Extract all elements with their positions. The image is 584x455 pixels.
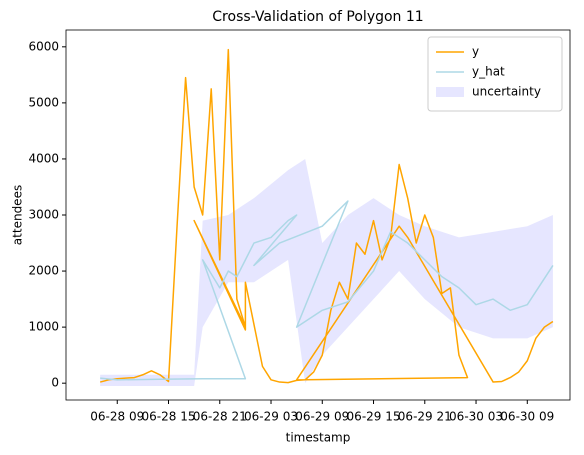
legend-label: y <box>472 45 479 59</box>
x-tick-label: 06-30 09 <box>500 410 554 424</box>
y-tick-label: 5000 <box>28 95 59 109</box>
y-tick-label: 3000 <box>28 208 59 222</box>
x-tick-label: 06-30 03 <box>449 410 503 424</box>
x-tick-label: 06-29 03 <box>244 410 298 424</box>
legend-swatch <box>436 87 464 97</box>
x-tick-label: 06-29 21 <box>398 410 452 424</box>
y-tick-label: 4000 <box>28 151 59 165</box>
x-axis-label: timestamp <box>286 431 351 445</box>
y-tick-label: 1000 <box>28 320 59 334</box>
chart-title: Cross-Validation of Polygon 11 <box>212 9 423 25</box>
x-tick-label: 06-28 15 <box>142 410 196 424</box>
y-tick-label: 0 <box>51 376 59 390</box>
x-tick-label: 06-29 15 <box>347 410 401 424</box>
series-line <box>99 48 554 384</box>
y-tick-label: 2000 <box>28 264 59 278</box>
legend-label: uncertainty <box>472 85 541 99</box>
series-line <box>100 200 554 381</box>
x-tick-label: 06-28 21 <box>193 410 247 424</box>
x-tick-label: 06-28 09 <box>90 410 144 424</box>
y-axis-label: attendees <box>11 185 25 245</box>
y-tick-label: 6000 <box>28 39 59 53</box>
plot-area <box>99 48 554 386</box>
legend-label: y_hat <box>472 65 505 79</box>
legend: y y_hat uncertainty <box>427 36 563 112</box>
x-tick-label: 06-29 09 <box>295 410 349 424</box>
uncertainty-band <box>100 158 553 386</box>
